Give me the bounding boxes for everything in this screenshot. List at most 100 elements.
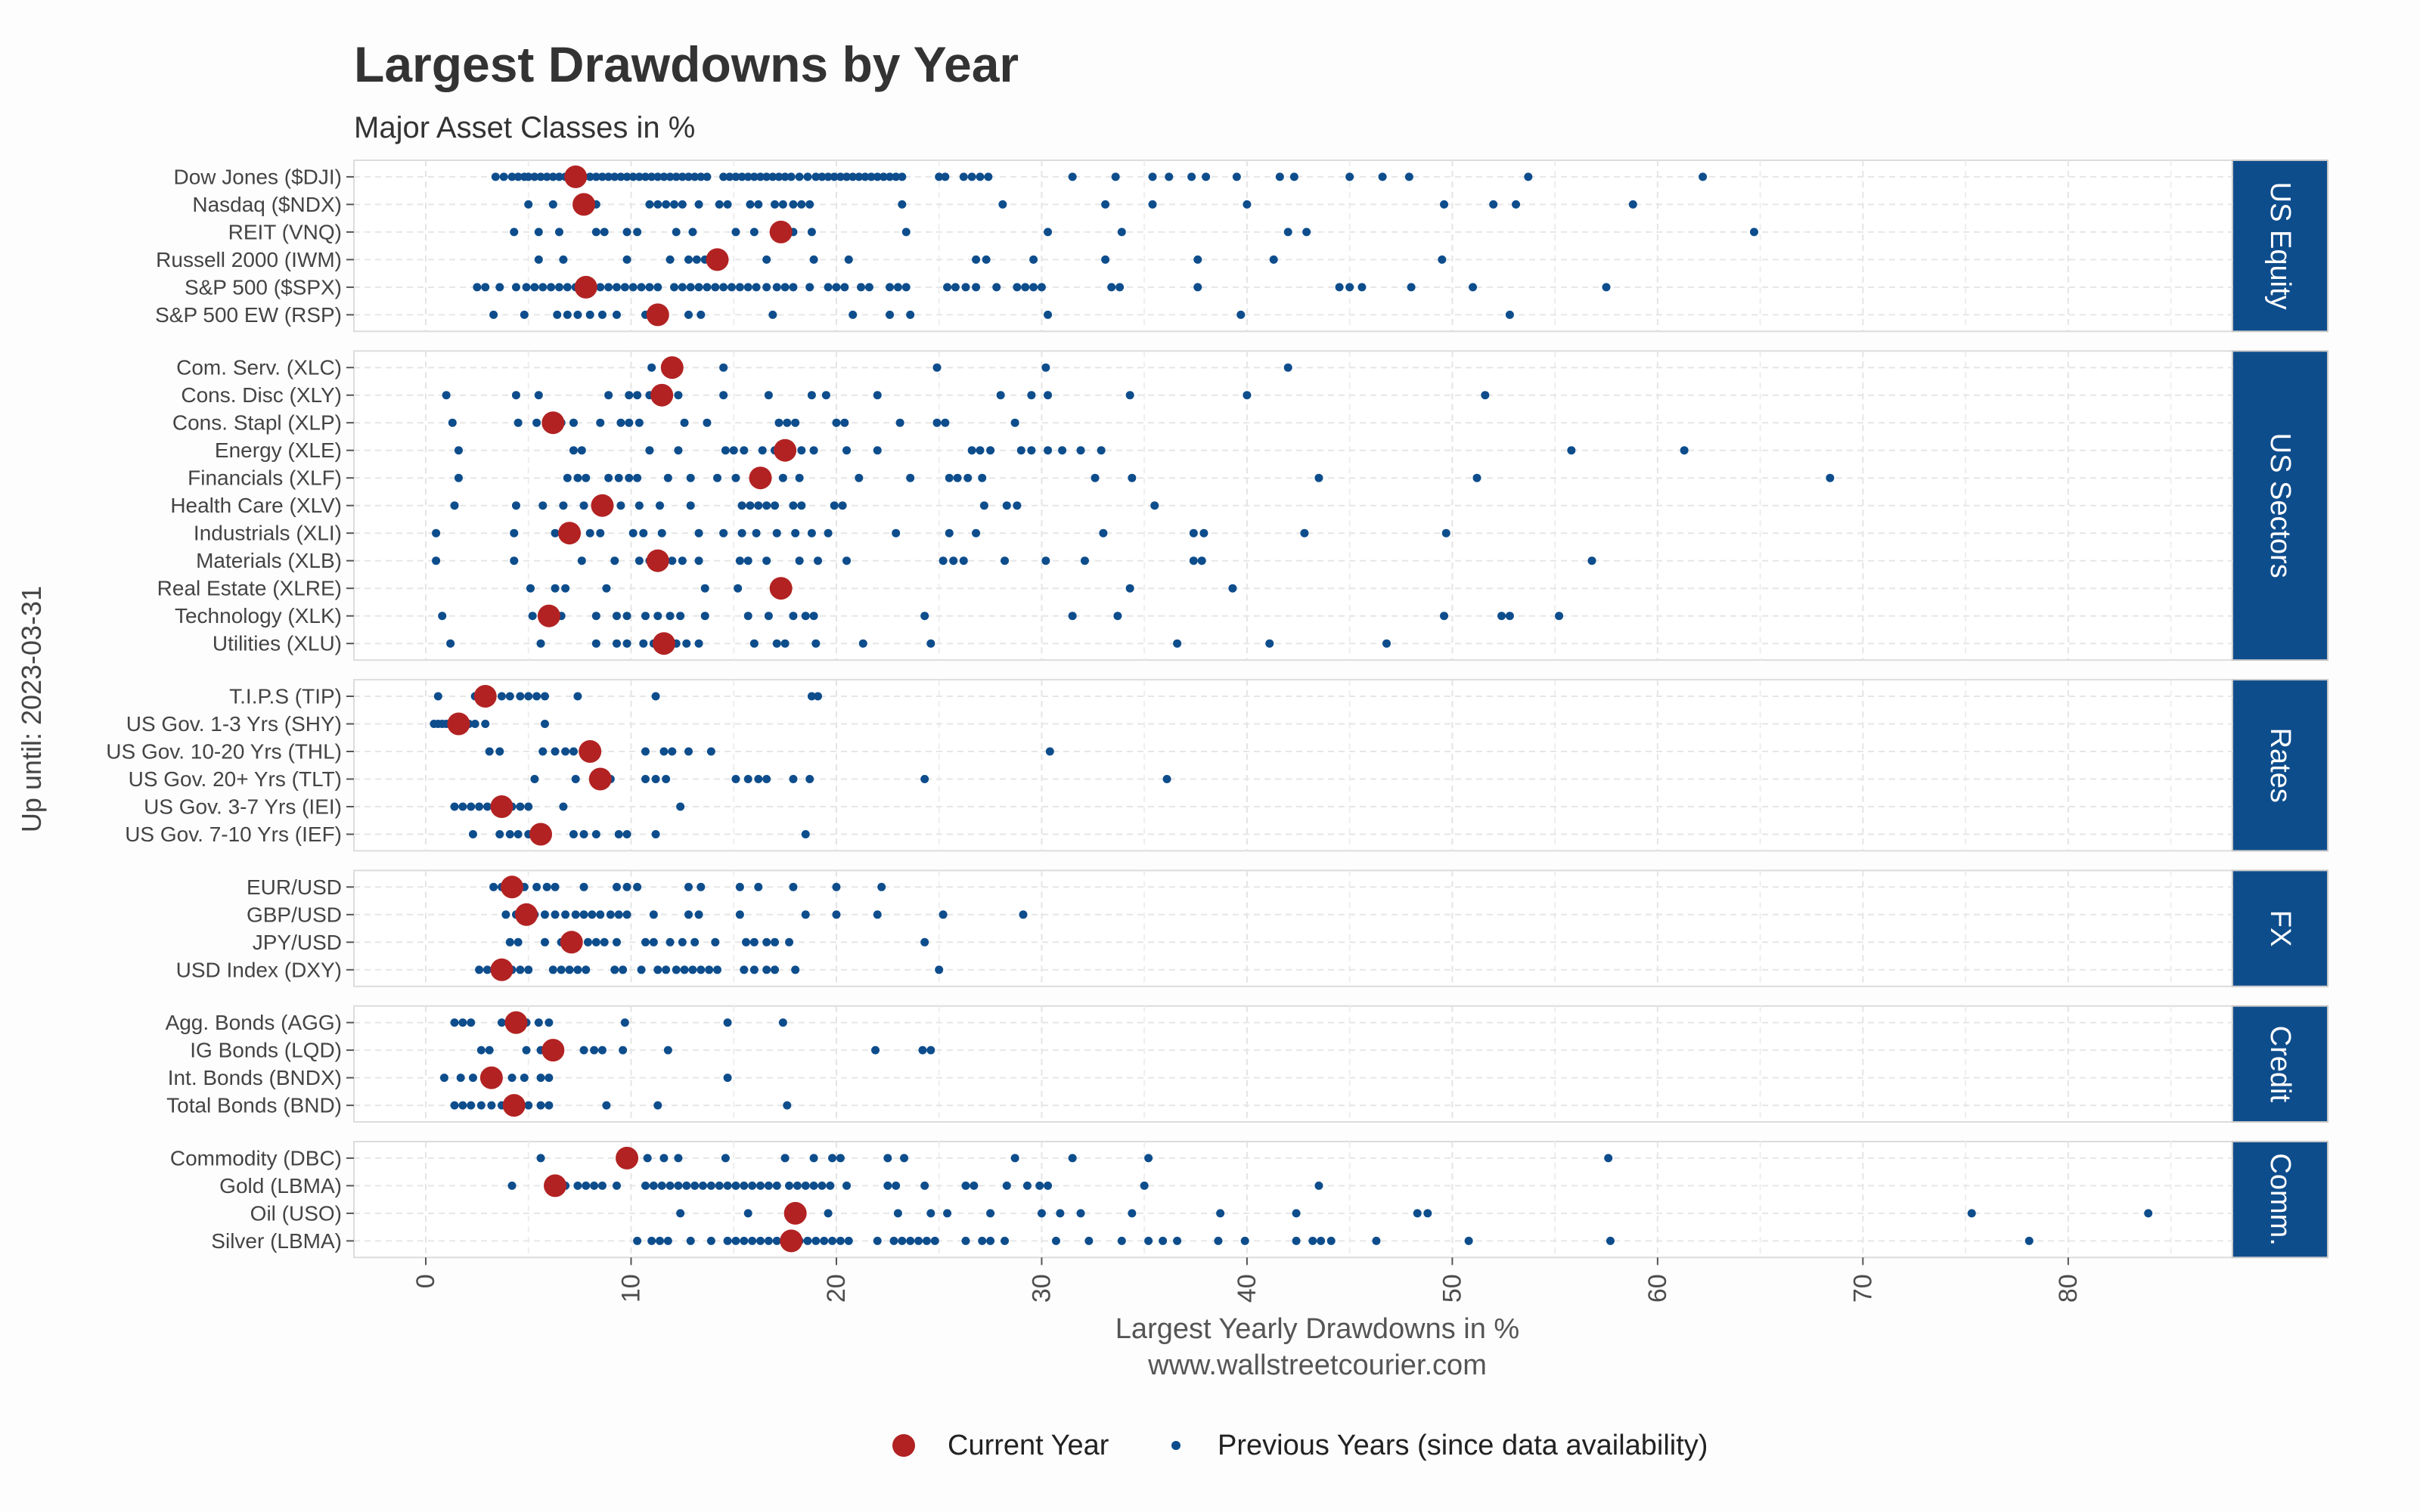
legend-previous-years-label: Previous Years (since data availability) xyxy=(1218,1430,1708,1461)
previous-year-point xyxy=(1357,283,1367,292)
previous-year-point xyxy=(1189,528,1198,538)
previous-year-point xyxy=(590,1046,599,1055)
facet-panel-credit: Credit Agg. Bonds (AGG) IG Bonds (LQD) Int.… xyxy=(166,1005,2328,1123)
previous-year-point xyxy=(703,283,712,292)
previous-year-point xyxy=(538,501,548,510)
previous-year-point xyxy=(637,965,646,974)
previous-year-point xyxy=(789,775,798,783)
previous-year-point xyxy=(873,391,882,400)
previous-year-point xyxy=(450,802,459,811)
previous-year-point xyxy=(805,283,814,292)
legend-current-year-label: Current Year xyxy=(948,1430,1109,1461)
previous-year-point xyxy=(723,1074,732,1083)
previous-year-point xyxy=(774,172,783,181)
y-tick-label: Gold (LBMA) xyxy=(219,1174,342,1198)
previous-year-point xyxy=(659,747,669,756)
previous-year-point xyxy=(749,172,759,181)
previous-year-point xyxy=(719,363,728,372)
previous-year-point xyxy=(1497,612,1506,621)
previous-year-point xyxy=(1115,283,1125,292)
previous-year-point xyxy=(1524,172,1533,181)
previous-year-point xyxy=(491,172,500,181)
previous-year-point xyxy=(943,283,952,292)
previous-year-point xyxy=(914,1236,923,1245)
previous-year-point xyxy=(820,1236,829,1245)
previous-year-point xyxy=(649,1181,658,1190)
previous-year-point xyxy=(764,391,773,400)
previous-year-point xyxy=(906,310,915,319)
previous-year-point xyxy=(524,1101,533,1110)
previous-year-point xyxy=(949,556,958,565)
previous-year-point xyxy=(791,418,800,427)
previous-year-point xyxy=(645,446,654,455)
previous-year-point xyxy=(602,584,611,593)
previous-year-point xyxy=(879,172,888,181)
previous-year-point xyxy=(920,1181,929,1190)
previous-year-point xyxy=(569,747,578,756)
previous-year-point xyxy=(778,1018,787,1027)
previous-year-point xyxy=(511,501,520,510)
previous-year-point xyxy=(688,228,697,237)
previous-year-point xyxy=(1407,283,1416,292)
previous-year-point xyxy=(651,692,660,701)
previous-year-point xyxy=(647,363,656,372)
previous-year-point xyxy=(1202,172,1211,181)
previous-year-point xyxy=(450,501,459,510)
previous-year-point xyxy=(797,200,806,209)
facet-strip-label: Rates xyxy=(2264,728,2296,803)
previous-year-point xyxy=(2144,1209,2153,1218)
previous-year-point xyxy=(622,228,631,237)
previous-year-point xyxy=(951,283,960,292)
previous-year-point xyxy=(832,283,841,292)
previous-year-point xyxy=(842,1181,852,1190)
previous-year-point xyxy=(849,172,858,181)
previous-year-point xyxy=(532,418,541,427)
previous-year-point xyxy=(1037,283,1046,292)
previous-year-point xyxy=(1967,1209,1976,1218)
previous-year-point xyxy=(432,528,441,538)
previous-year-point xyxy=(703,172,712,181)
previous-year-point xyxy=(1413,1209,1422,1218)
current-year-point xyxy=(572,193,596,216)
previous-year-point xyxy=(678,556,687,565)
previous-year-point xyxy=(622,612,631,621)
y-tick-label: EUR/USD xyxy=(247,875,342,899)
previous-year-point xyxy=(1283,228,1292,237)
previous-year-point xyxy=(540,937,549,947)
previous-year-point xyxy=(737,501,746,510)
previous-year-point xyxy=(641,775,650,783)
previous-year-point xyxy=(959,172,968,181)
facet-strip-label: US Equity xyxy=(2264,182,2296,310)
previous-year-point xyxy=(943,1209,952,1218)
previous-year-point xyxy=(920,937,929,947)
previous-year-point xyxy=(1326,1236,1336,1245)
previous-year-point xyxy=(939,556,948,565)
previous-year-point xyxy=(655,501,664,510)
previous-year-point xyxy=(719,391,728,400)
previous-year-point xyxy=(612,283,621,292)
previous-year-point xyxy=(783,1101,792,1110)
previous-year-point xyxy=(842,172,852,181)
previous-year-point xyxy=(688,965,697,974)
previous-year-point xyxy=(548,172,557,181)
previous-year-point xyxy=(1097,446,1106,455)
y-tick-label: Commodity (DBC) xyxy=(170,1146,342,1170)
previous-year-point xyxy=(1372,1236,1381,1245)
previous-year-point xyxy=(668,747,677,756)
previous-year-point xyxy=(692,255,701,264)
previous-year-point xyxy=(1441,528,1450,538)
facet-strip-label: Credit xyxy=(2264,1026,2296,1103)
previous-year-point xyxy=(930,1236,939,1245)
previous-year-point xyxy=(830,501,839,510)
previous-year-point xyxy=(448,418,457,427)
previous-year-point xyxy=(1236,310,1246,319)
previous-year-point xyxy=(497,1018,506,1027)
current-year-point xyxy=(544,1174,567,1198)
previous-year-point xyxy=(684,172,693,181)
previous-year-point xyxy=(532,692,541,701)
previous-year-point xyxy=(579,910,588,919)
previous-year-point xyxy=(735,556,744,565)
previous-year-point xyxy=(1027,391,1036,400)
previous-year-point xyxy=(706,1236,715,1245)
previous-year-point xyxy=(458,1018,467,1027)
